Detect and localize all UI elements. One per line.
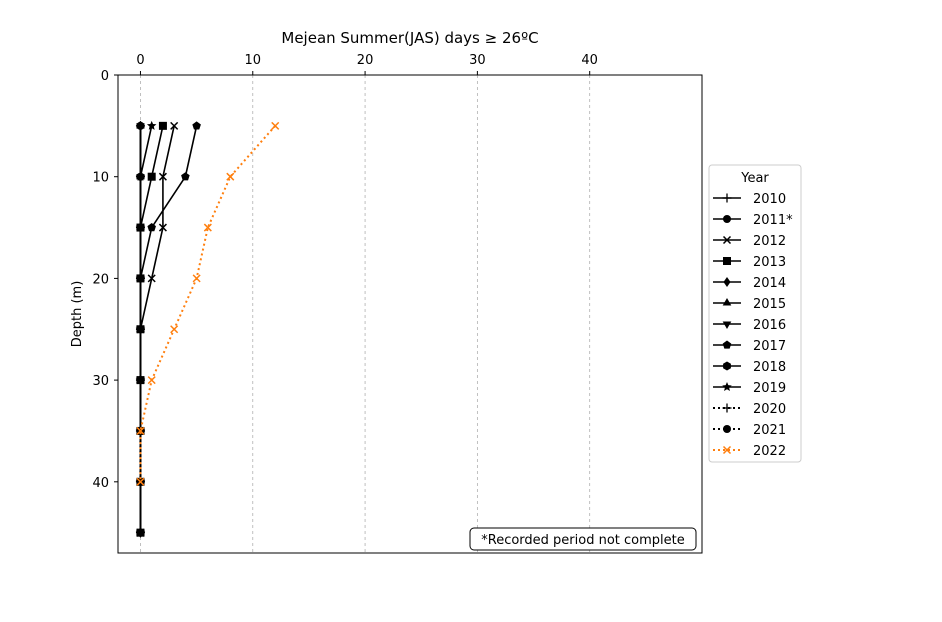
legend-item: 2019 bbox=[713, 381, 786, 396]
series-2017 bbox=[136, 121, 201, 537]
y-axis-label: Depth (m) bbox=[70, 281, 85, 348]
x-tick-label: 10 bbox=[244, 53, 261, 68]
series-line bbox=[139, 125, 175, 533]
x-tick-label: 40 bbox=[581, 53, 598, 68]
data-point bbox=[722, 403, 732, 413]
data-point bbox=[135, 171, 146, 181]
data-point bbox=[147, 223, 156, 232]
legend-label: 2010 bbox=[753, 192, 786, 207]
y-tick-label: 20 bbox=[92, 272, 109, 287]
y-tick-label: 0 bbox=[101, 69, 109, 84]
legend-frame bbox=[708, 164, 802, 463]
data-point bbox=[722, 321, 732, 329]
y-tick-label: 10 bbox=[92, 171, 109, 186]
data-point bbox=[135, 527, 146, 537]
legend-item: 2021 bbox=[713, 423, 786, 438]
legend-title: Year bbox=[740, 171, 769, 186]
y-tick-label: 40 bbox=[92, 476, 109, 491]
data-point bbox=[203, 223, 212, 232]
data-point bbox=[192, 274, 201, 283]
legend: Year 20102011*20122013201420152016201720… bbox=[708, 164, 802, 463]
data-point bbox=[135, 222, 146, 232]
annotation-text: *Recorded period not complete bbox=[481, 533, 685, 548]
legend-label: 2016 bbox=[753, 318, 786, 333]
chart-title: Mejean Summer(JAS) days ≥ 26ºC bbox=[281, 29, 538, 47]
data-point bbox=[158, 121, 167, 130]
data-point bbox=[271, 121, 280, 130]
x-tick-label: 0 bbox=[136, 53, 144, 68]
data-point bbox=[147, 376, 156, 385]
legend-label: 2012 bbox=[753, 234, 786, 249]
data-point bbox=[723, 257, 731, 265]
data-point bbox=[723, 425, 731, 433]
data-point bbox=[722, 382, 732, 392]
legend-item: 2013 bbox=[713, 255, 786, 270]
data-point bbox=[136, 121, 145, 131]
legend-label: 2013 bbox=[753, 255, 786, 270]
legend-item: 2022 bbox=[713, 444, 786, 459]
data-point bbox=[723, 215, 731, 223]
legend-item: 2015 bbox=[713, 297, 786, 312]
x-ticks: 0 10 20 30 40 bbox=[136, 53, 598, 75]
legend-item: 2012 bbox=[713, 234, 786, 249]
legend-item: 2016 bbox=[713, 318, 786, 333]
data-point bbox=[135, 375, 146, 385]
data-point bbox=[158, 223, 167, 232]
data-point bbox=[147, 274, 156, 283]
data-point bbox=[723, 361, 731, 371]
data-point bbox=[170, 121, 179, 130]
legend-label: 2011* bbox=[753, 213, 793, 228]
series-line bbox=[139, 125, 276, 482]
data-point bbox=[722, 340, 732, 349]
data-point bbox=[181, 172, 190, 181]
data-point bbox=[146, 120, 157, 130]
data-point bbox=[226, 172, 235, 181]
data-point bbox=[158, 172, 167, 181]
legend-item: 2010 bbox=[713, 192, 786, 207]
legend-label: 2015 bbox=[753, 297, 786, 312]
data-point bbox=[722, 445, 732, 455]
data-point bbox=[170, 325, 179, 334]
legend-label: 2019 bbox=[753, 381, 786, 396]
legend-label: 2017 bbox=[753, 339, 786, 354]
plot-frame bbox=[117, 74, 703, 554]
data-point bbox=[135, 324, 146, 334]
legend-item: 2018 bbox=[713, 360, 786, 375]
annotation-box: *Recorded period not complete bbox=[469, 527, 697, 551]
data-point bbox=[723, 277, 731, 287]
x-tick-label: 30 bbox=[469, 53, 486, 68]
series-2022 bbox=[136, 121, 280, 486]
legend-label: 2020 bbox=[753, 402, 786, 417]
legend-item: 2011* bbox=[713, 213, 793, 228]
data-point bbox=[722, 193, 732, 203]
data-point bbox=[147, 172, 156, 181]
legend-items: 2010 2011* 2012 2013 2014 2015 2016 2017 2018 201… bbox=[713, 192, 793, 459]
series-group bbox=[135, 120, 280, 538]
series-2019 bbox=[135, 120, 157, 537]
legend-label: 2022 bbox=[753, 444, 786, 459]
grid bbox=[140, 75, 591, 553]
data-point bbox=[722, 298, 732, 306]
data-point bbox=[192, 121, 201, 130]
legend-label: 2014 bbox=[753, 276, 786, 291]
y-tick-label: 30 bbox=[92, 374, 109, 389]
legend-item: 2014 bbox=[713, 276, 786, 291]
x-tick-label: 20 bbox=[357, 53, 374, 68]
legend-label: 2021 bbox=[753, 423, 786, 438]
y-ticks: 0 10 20 30 40 bbox=[92, 69, 118, 491]
legend-label: 2018 bbox=[753, 360, 786, 375]
data-point bbox=[722, 235, 732, 245]
annotation-frame bbox=[469, 527, 697, 551]
legend-item: 2020 bbox=[713, 402, 786, 417]
legend-item: 2017 bbox=[713, 339, 786, 354]
data-point bbox=[136, 477, 145, 486]
data-point bbox=[136, 426, 145, 435]
data-point bbox=[135, 273, 146, 283]
